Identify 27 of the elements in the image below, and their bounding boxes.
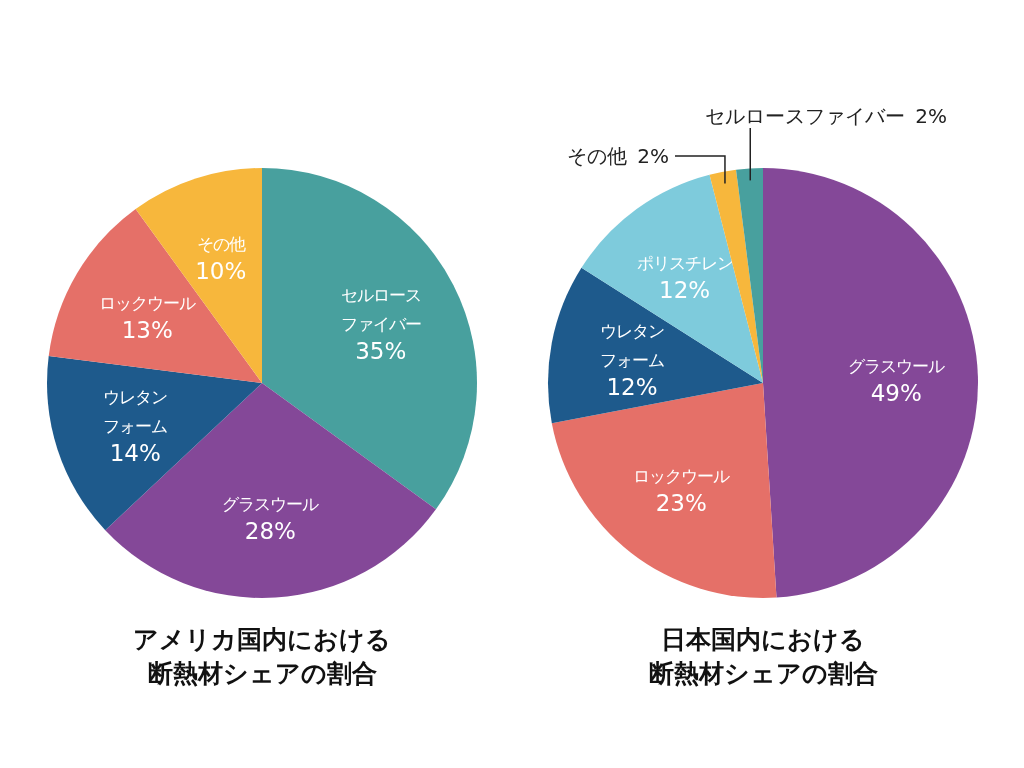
data-label: 14% — [109, 440, 161, 467]
data-label: 12% — [659, 276, 711, 303]
text: 断熱材シェアの割合 — [648, 659, 878, 688]
slice-label: ウレタンフォーム — [103, 387, 168, 437]
text: アメリカ国内における — [133, 625, 391, 654]
data-label: 35% — [355, 338, 407, 365]
pie-slice — [48, 209, 262, 383]
slice-label: ポリスチレン — [636, 252, 733, 273]
slice-label: ウレタンフォーム — [600, 321, 665, 371]
data-label: 28% — [244, 517, 296, 544]
slice-label: その他 — [196, 233, 246, 254]
text: 断熱材シェアの割合 — [147, 659, 377, 688]
pie-slice — [763, 168, 978, 598]
data-label: 12% — [606, 374, 658, 401]
slice-label: ロックウール — [633, 465, 731, 486]
slice-label: セルロースファイバー 2% — [705, 104, 947, 128]
data-label: 10% — [195, 257, 247, 284]
slice-label: グラスウール — [222, 493, 320, 514]
data-label: 49% — [870, 380, 922, 407]
slice-label: その他 2% — [567, 144, 669, 168]
slice-label: ロックウール — [99, 292, 197, 313]
pie-slice — [105, 383, 436, 598]
data-label: 13% — [121, 316, 173, 343]
text: 日本国内における — [661, 625, 865, 654]
data-label: 23% — [655, 489, 707, 516]
slice-label: セルロースファイバー — [340, 285, 421, 335]
slice-label: グラスウール — [848, 356, 946, 377]
